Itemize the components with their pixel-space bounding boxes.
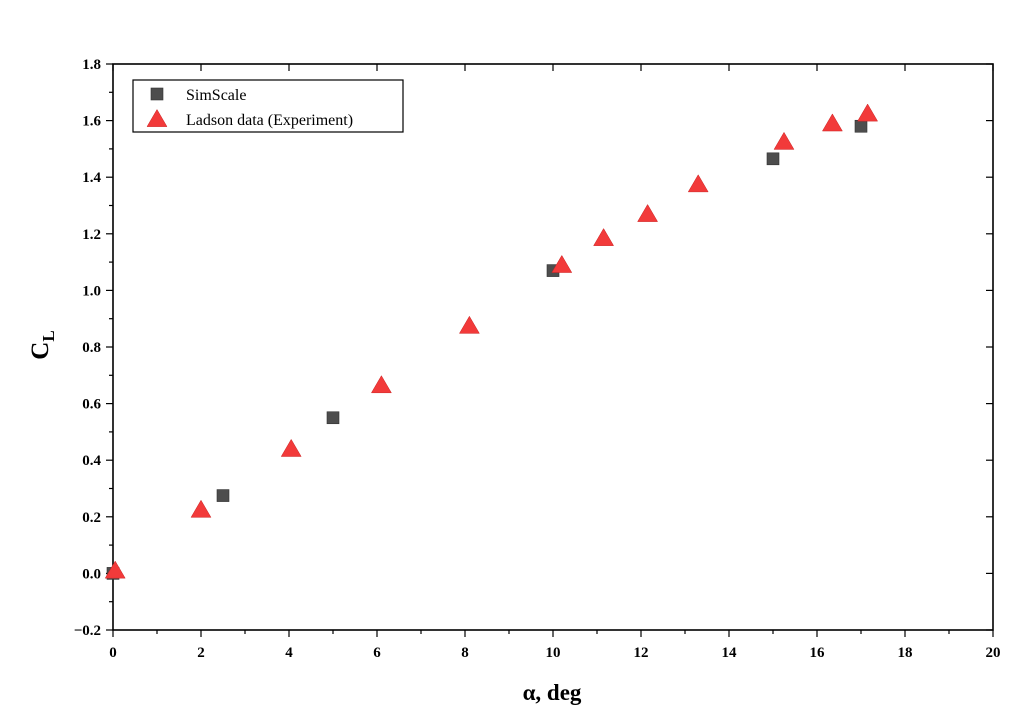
ladson-point [370, 375, 392, 394]
y-tick-label: −0.2 [74, 623, 101, 639]
plot-frame [112, 63, 994, 631]
legend-label-ladson: Ladson data (Experiment) [186, 112, 353, 129]
y-axis-label: CL [27, 330, 58, 359]
x-tick-label: 0 [109, 645, 117, 661]
data-points [104, 103, 879, 580]
legend-box [132, 79, 404, 133]
x-tick-label: 12 [634, 645, 649, 661]
simscale-point [326, 411, 340, 425]
y-axis-label-main: C [27, 342, 54, 360]
x-axis-label: α, deg [523, 680, 582, 705]
ladson-point [821, 113, 843, 132]
x-tick-label: 2 [197, 645, 205, 661]
y-tick-label: 1.8 [82, 57, 101, 73]
simscale-point [854, 119, 868, 133]
legend: SimScale Ladson data (Experiment) [132, 79, 404, 133]
legend-marker-ladson [146, 109, 168, 127]
legend-label-simscale: SimScale [186, 87, 246, 104]
ladson-point [458, 315, 480, 334]
x-tick-label: 6 [373, 645, 381, 661]
ladson-point [637, 203, 659, 222]
axes [112, 63, 994, 631]
y-tick-label: 0.6 [82, 397, 101, 413]
ladson-point [551, 254, 573, 273]
ladson-point [593, 228, 615, 246]
simscale-point [766, 152, 780, 166]
series-ladson [104, 103, 879, 579]
y-tick-label: 1.4 [82, 170, 101, 186]
ticks: 0 2 4 6 8 10 12 14 16 18 20 −0.2 0.0 0.2 0.4 0.6 0.8 1.0 1… [74, 57, 1001, 661]
x-tick-label: 14 [722, 645, 738, 661]
y-tick-label: 0.2 [82, 510, 101, 526]
ladson-point [190, 499, 212, 518]
y-tick-label: 0.4 [82, 453, 101, 469]
y-axis-label-subscript: L [39, 330, 58, 341]
series-simscale [106, 119, 868, 580]
x-tick-label: 20 [986, 645, 1001, 661]
y-tick-label: 0.8 [82, 340, 101, 356]
x-tick-label: 4 [285, 645, 293, 661]
ladson-point [687, 174, 709, 193]
y-tick-label: 0.0 [82, 566, 101, 582]
simscale-point [216, 489, 230, 502]
x-tick-label: 18 [898, 645, 913, 661]
y-tick-label: 1.6 [82, 114, 101, 130]
legend-marker-simscale [150, 87, 164, 101]
x-tick-label: 10 [546, 645, 561, 661]
x-tick-label: 8 [461, 645, 469, 661]
y-tick-label: 1.0 [82, 283, 101, 299]
ladson-point [280, 438, 302, 457]
ladson-point [857, 103, 879, 122]
x-tick-label: 16 [810, 645, 826, 661]
ladson-point [104, 560, 126, 579]
y-tick-label: 1.2 [82, 227, 101, 243]
ladson-point [773, 131, 795, 150]
